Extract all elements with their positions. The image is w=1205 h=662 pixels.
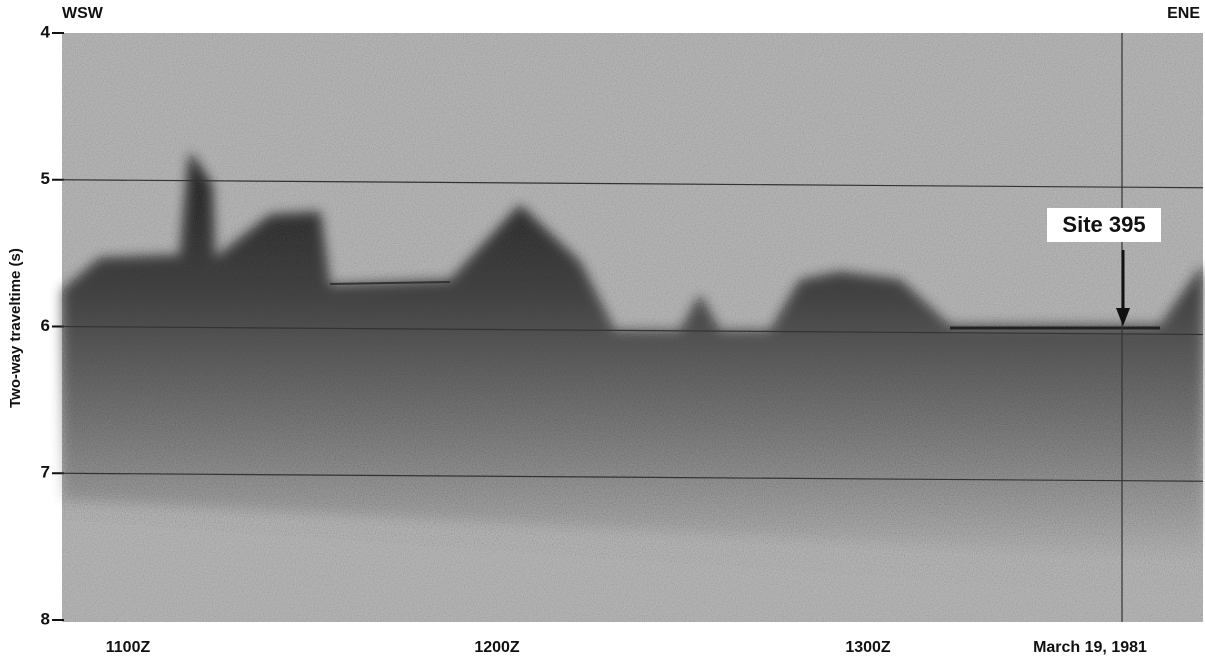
x-label: 1200Z — [474, 639, 520, 656]
y-tick-label: 5 — [41, 169, 50, 188]
x-label: 1100Z — [106, 639, 151, 656]
direction-left: WSW — [62, 5, 104, 22]
x-label: 1300Z — [845, 639, 891, 656]
y-tick-label: 8 — [41, 609, 50, 628]
site-label: Site 395 — [1062, 212, 1145, 237]
y-tick-label: 6 — [41, 316, 50, 335]
y-tick-label: 4 — [41, 22, 51, 41]
x-label: March 19, 1981 — [1033, 639, 1147, 656]
y-tick-label: 7 — [41, 463, 50, 482]
direction-right: ENE — [1167, 5, 1200, 22]
figure: 4 5 6 7 8 WSW ENE Two-way traveltime (s) 110… — [0, 0, 1205, 662]
y-axis-label: Two-way traveltime (s) — [7, 248, 24, 408]
